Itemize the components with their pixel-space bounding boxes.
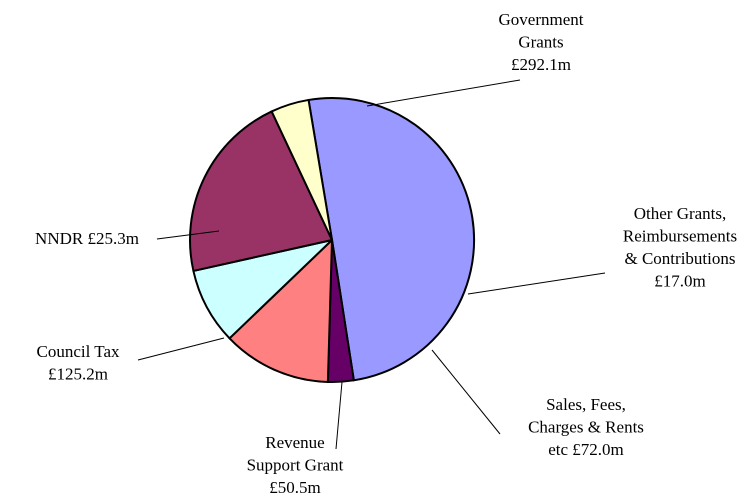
slice-label-line: Revenue xyxy=(265,433,324,452)
pie-slice xyxy=(307,97,476,382)
pie-slice xyxy=(270,98,333,241)
slice-label-line: Sales, Fees, xyxy=(546,395,626,414)
pie-slice xyxy=(189,110,333,272)
slice-label-line: Charges & Rents xyxy=(528,418,644,437)
leader-line xyxy=(467,272,606,295)
pie-slices xyxy=(189,97,476,383)
slice-label-line: Council Tax xyxy=(36,342,120,361)
slice-label: Revenue Support Grant £50.5m xyxy=(247,433,344,497)
slice-label: Council Tax £125.2m xyxy=(36,342,120,384)
slice-label-line: £17.0m xyxy=(654,272,705,291)
slice-label-line: Grants xyxy=(518,33,563,52)
slice-label: Government Grants £292.1m xyxy=(499,10,584,74)
leader-line xyxy=(366,79,521,107)
slice-label: Sales, Fees, Charges & Rents etc £72.0m xyxy=(528,395,644,459)
leader-line xyxy=(431,349,501,435)
slice-label: NNDR £25.3m xyxy=(35,229,139,248)
slice-label-line: £292.1m xyxy=(511,55,571,74)
leader-line xyxy=(137,337,225,361)
slice-label-line: NNDR £25.3m xyxy=(35,229,139,248)
slice-label-line: Reimbursements xyxy=(623,227,737,246)
slice-label: Other Grants, Reimbursements & Contributio… xyxy=(623,204,737,291)
slice-label-line: & Contributions xyxy=(625,249,736,268)
leader-lines xyxy=(137,79,606,450)
pie-slice xyxy=(228,239,333,383)
slice-label-line: Other Grants, xyxy=(634,204,727,223)
slice-labels: Government Grants £292.1m Other Grants, Reim… xyxy=(35,10,737,497)
slice-label-line: Support Grant xyxy=(247,456,344,475)
slice-label-line: £125.2m xyxy=(48,365,108,384)
leader-line xyxy=(335,381,343,450)
slice-label-line: Government xyxy=(499,10,584,29)
slice-label-line: £50.5m xyxy=(269,478,320,497)
leader-line xyxy=(156,230,220,240)
slice-label-line: etc £72.0m xyxy=(548,440,624,459)
